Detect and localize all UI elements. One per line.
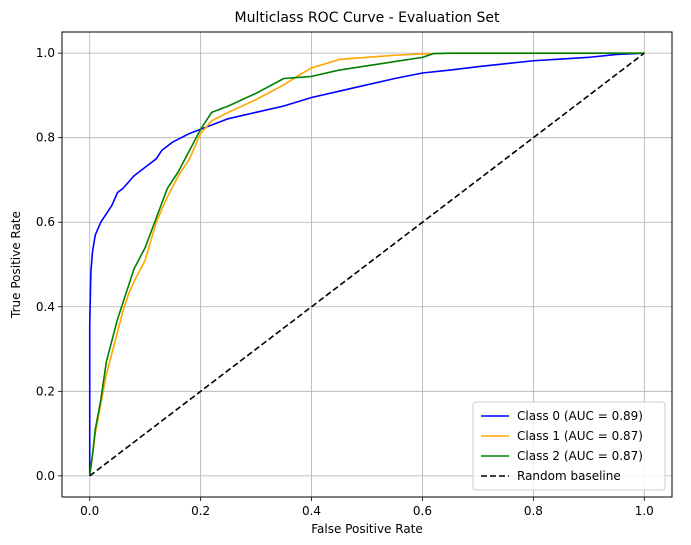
series-lines — [88, 52, 645, 477]
series-line-2 — [88, 52, 645, 476]
y-tick-label: 0.4 — [36, 300, 55, 314]
legend-label-0: Class 0 (AUC = 0.89) — [517, 409, 643, 423]
plot-frame — [61, 31, 673, 498]
x-tick-label: 1.0 — [635, 504, 654, 518]
legend-label-2: Class 2 (AUC = 0.87) — [517, 449, 643, 463]
ticks: 0.0 0.2 0.4 0.6 0.8 1.0 0.0 0.2 0.4 0.6 0.8 1.0 — [36, 46, 654, 518]
y-tick-label: 0.6 — [36, 215, 55, 229]
x-tick-label: 0.4 — [302, 504, 321, 518]
legend-label-3: Random baseline — [517, 469, 621, 483]
x-tick-label: 0.8 — [524, 504, 543, 518]
x-axis-label: False Positive Rate — [311, 522, 423, 536]
y-tick-label: 0.0 — [36, 469, 55, 483]
y-tick-label: 1.0 — [36, 46, 55, 60]
y-tick-label: 0.8 — [36, 131, 55, 145]
legend-label-1: Class 1 (AUC = 0.87) — [517, 429, 643, 443]
y-axis-label: True Positive Rate — [9, 211, 23, 319]
x-tick-label: 0.2 — [191, 504, 210, 518]
legend: Class 0 (AUC = 0.89) Class 1 (AUC = 0.87)… — [472, 401, 666, 491]
chart-title: Multiclass ROC Curve - Evaluation Set — [235, 10, 500, 26]
x-tick-label: 0.6 — [413, 504, 432, 518]
series-line-1 — [88, 52, 645, 476]
grid — [62, 32, 672, 497]
x-tick-label: 0.0 — [80, 504, 99, 518]
y-tick-label: 0.2 — [36, 384, 55, 398]
series-line-3 — [89, 52, 645, 477]
legend-box — [472, 401, 666, 491]
